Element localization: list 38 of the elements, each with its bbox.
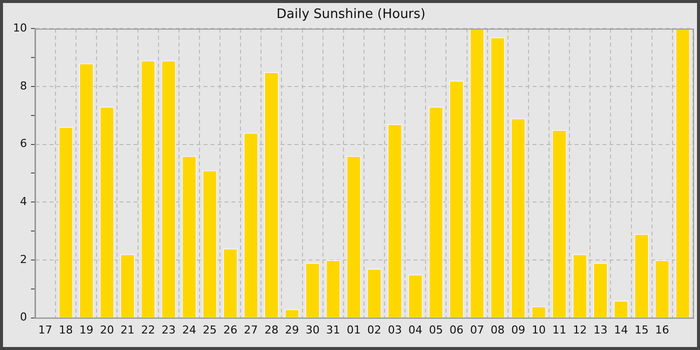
x-tick-label: 15 xyxy=(634,323,649,336)
x-tick-label: 21 xyxy=(120,323,135,336)
x-tick-label: 18 xyxy=(58,323,73,336)
x-tick-label: 02 xyxy=(367,323,382,336)
x-tick-label: 07 xyxy=(470,323,484,336)
x-tick-label: 29 xyxy=(285,323,300,336)
chart-title: Daily Sunshine (Hours) xyxy=(276,7,426,22)
x-tick-label: 31 xyxy=(326,323,340,336)
x-tick-label: 04 xyxy=(408,323,422,336)
y-tick-label: 6 xyxy=(20,137,27,150)
y-tick-label: 10 xyxy=(12,21,27,34)
x-tick-label: 19 xyxy=(79,323,94,336)
x-tick-label: 30 xyxy=(306,323,320,336)
x-tick-label: 12 xyxy=(572,323,587,336)
x-tick-label: 17 xyxy=(38,323,52,336)
y-tick-label: 4 xyxy=(20,194,27,208)
x-tick-label: 22 xyxy=(141,323,156,336)
y-tick-label: 8 xyxy=(20,79,27,92)
x-tick-label: 13 xyxy=(593,323,608,336)
x-tick-label: 05 xyxy=(428,323,443,336)
x-tick-label: 11 xyxy=(552,323,566,336)
x-tick-label: 16 xyxy=(655,323,670,336)
x-tick-label: 03 xyxy=(388,323,402,336)
x-tick-label: 14 xyxy=(614,323,628,336)
y-tick-label: 2 xyxy=(20,252,27,266)
x-tick-label: 10 xyxy=(532,323,546,336)
x-tick-label: 01 xyxy=(346,323,361,336)
y-tick-label: 0 xyxy=(20,310,27,324)
x-tick-label: 08 xyxy=(490,323,505,336)
x-tick-label: 25 xyxy=(202,323,217,336)
x-tick-label: 28 xyxy=(264,323,278,336)
x-tick-label: 27 xyxy=(244,323,258,336)
x-tick-label: 06 xyxy=(450,323,464,336)
x-tick-label: 09 xyxy=(511,323,526,336)
x-tick-label: 23 xyxy=(162,323,176,336)
x-tick-label: 24 xyxy=(182,323,196,336)
x-tick-label: 26 xyxy=(223,323,238,336)
x-tick-label: 20 xyxy=(100,323,114,336)
